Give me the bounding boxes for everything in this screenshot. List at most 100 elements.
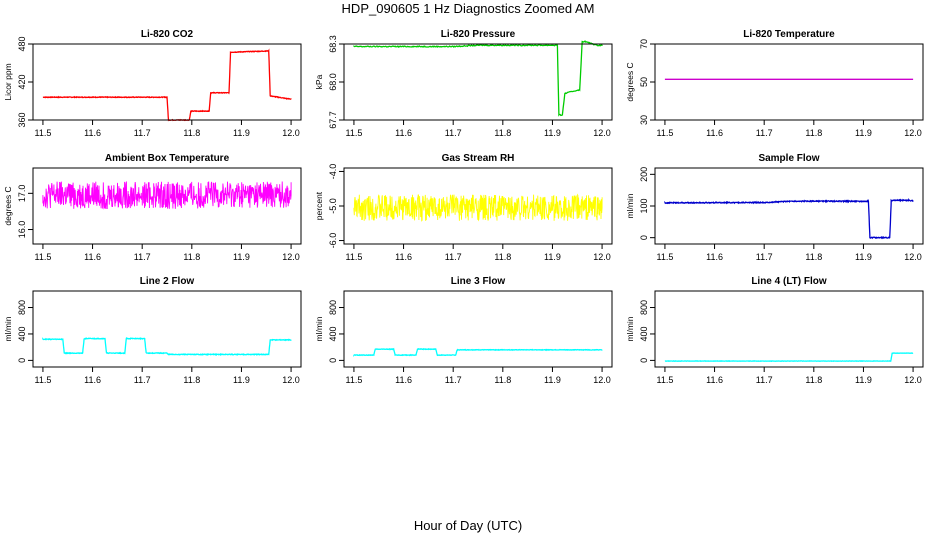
plot-frame — [343, 290, 613, 368]
y-tick-label: 67.7 — [328, 111, 338, 129]
x-tick-label: 11.6 — [706, 375, 723, 385]
plot-frame — [654, 43, 924, 121]
x-tick-label: 11.8 — [805, 128, 822, 138]
x-tick-label: 11.9 — [855, 375, 872, 385]
y-tick-label: 800 — [328, 300, 338, 315]
x-tick-label: 11.7 — [134, 128, 151, 138]
plot-frame — [32, 167, 302, 245]
x-tick-label: 11.6 — [395, 252, 412, 262]
x-tick-label: 11.6 — [84, 128, 101, 138]
panel-title: Ambient Box Temperature — [105, 153, 230, 164]
x-tick-label: 11.9 — [544, 375, 561, 385]
x-tick-label: 11.8 — [805, 375, 822, 385]
y-tick-label: 68.0 — [328, 73, 338, 91]
plot-frame — [32, 43, 302, 121]
plot-frame — [32, 290, 302, 368]
x-tick-label: 11.5 — [34, 128, 51, 138]
x-tick-label: 11.6 — [395, 128, 412, 138]
series-line — [664, 197, 914, 240]
y-tick-label: 50 — [639, 77, 649, 87]
plot-frame — [654, 290, 924, 368]
x-tick-label: 11.8 — [183, 252, 200, 262]
panel-title: Sample Flow — [758, 153, 819, 164]
x-tick-label: 11.6 — [84, 252, 101, 262]
y-tick-label: 16.0 — [17, 221, 27, 239]
panel-5: Gas Stream RH 11.5 11.6 11.7 11.8 11.9 12.0 -6.… — [314, 153, 613, 262]
x-tick-label: 11.5 — [656, 375, 673, 385]
y-tick-label: 420 — [17, 74, 27, 89]
x-tick-label: 11.8 — [183, 128, 200, 138]
panel-title: Li-820 Temperature — [743, 29, 835, 40]
y-tick-label: 0 — [328, 358, 338, 363]
series-line — [42, 181, 292, 210]
x-tick-label: 12.0 — [904, 252, 922, 262]
y-tick-label: 400 — [639, 326, 649, 341]
panel-title: Line 2 Flow — [140, 276, 195, 287]
x-tick-label: 12.0 — [282, 375, 300, 385]
x-tick-label: 11.7 — [445, 252, 462, 262]
y-tick-label: 68.3 — [328, 35, 338, 53]
panel-4: Ambient Box Temperature 11.5 11.6 11.7 11.8 1… — [3, 153, 302, 262]
x-tick-label: 11.7 — [756, 375, 773, 385]
series-line — [42, 48, 292, 122]
y-tick-label: 0 — [639, 358, 649, 363]
x-tick-label: 11.6 — [706, 128, 723, 138]
x-tick-label: 11.7 — [134, 252, 151, 262]
x-tick-label: 11.6 — [84, 375, 101, 385]
x-tick-label: 11.5 — [345, 128, 362, 138]
y-axis-label: ml/min — [625, 193, 635, 218]
y-tick-label: 800 — [17, 300, 27, 315]
panel-2: Li-820 Pressure 11.5 11.6 11.7 11.8 11.9 12.0 6… — [314, 29, 613, 138]
y-tick-label: -6.0 — [328, 233, 338, 249]
x-tick-label: 11.5 — [345, 375, 362, 385]
series-line — [664, 352, 914, 362]
panel-title: Li-820 Pressure — [441, 29, 516, 40]
y-tick-label: 800 — [639, 300, 649, 315]
x-tick-label: 11.9 — [233, 128, 250, 138]
x-tick-label: 12.0 — [282, 252, 300, 262]
x-tick-label: 11.5 — [656, 252, 673, 262]
x-tick-label: 11.7 — [445, 128, 462, 138]
y-tick-label: 400 — [17, 326, 27, 341]
x-tick-label: 11.9 — [233, 375, 250, 385]
y-tick-label: 100 — [639, 198, 649, 213]
y-axis-label: Licor ppm — [3, 63, 13, 100]
x-tick-label: 12.0 — [904, 128, 922, 138]
x-tick-label: 11.7 — [756, 252, 773, 262]
panel-8: Line 3 Flow 11.5 11.6 11.7 11.8 11.9 12.0 0 400 8… — [314, 276, 613, 385]
y-axis-label: degrees C — [3, 186, 13, 225]
x-tick-label: 11.8 — [494, 375, 511, 385]
x-tick-label: 11.6 — [395, 375, 412, 385]
panel-3: Li-820 Temperature 11.5 11.6 11.7 11.8 11.9 12… — [625, 29, 924, 138]
plot-frame — [654, 167, 924, 245]
x-tick-label: 12.0 — [904, 375, 922, 385]
x-tick-label: 11.9 — [855, 252, 872, 262]
x-tick-label: 11.5 — [34, 252, 51, 262]
x-tick-label: 11.5 — [34, 375, 51, 385]
panel-title: Li-820 CO2 — [141, 29, 194, 40]
x-tick-label: 12.0 — [593, 128, 611, 138]
y-axis-label: ml/min — [625, 316, 635, 341]
series-line — [353, 347, 603, 357]
series-line — [353, 193, 603, 222]
x-tick-label: 11.8 — [494, 128, 511, 138]
x-tick-label: 11.8 — [494, 252, 511, 262]
y-tick-label: 200 — [639, 167, 649, 182]
x-tick-label: 12.0 — [593, 375, 611, 385]
x-tick-label: 12.0 — [282, 128, 300, 138]
y-tick-label: -5.0 — [328, 198, 338, 214]
plot-frame — [343, 43, 613, 121]
panel-title: Line 3 Flow — [451, 276, 506, 287]
y-tick-label: 70 — [639, 39, 649, 49]
x-tick-label: 11.5 — [656, 128, 673, 138]
x-tick-label: 11.7 — [756, 128, 773, 138]
series-line — [353, 39, 603, 117]
series-line — [42, 336, 292, 357]
y-tick-label: 360 — [17, 112, 27, 127]
panel-6: Sample Flow 11.5 11.6 11.7 11.8 11.9 12.0 0 100 2… — [625, 153, 924, 262]
x-tick-label: 11.9 — [233, 252, 250, 262]
x-axis-label: Hour of Day (UTC) — [413, 518, 523, 533]
x-tick-label: 11.7 — [134, 375, 151, 385]
